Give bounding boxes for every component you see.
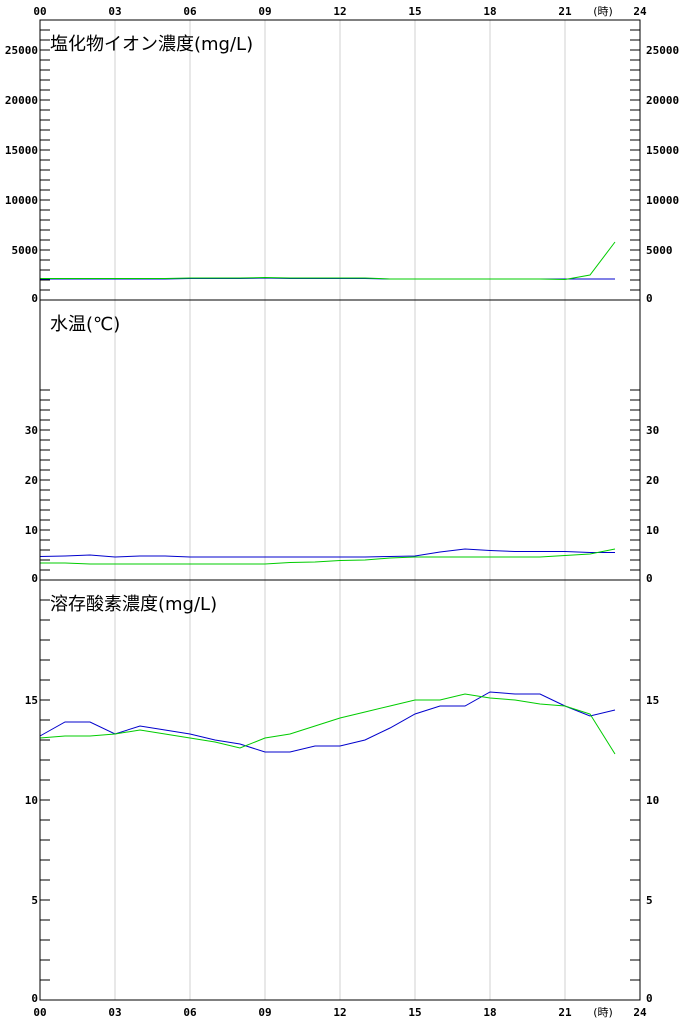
x-tick-bottom-03: 03 <box>108 1006 121 1019</box>
y-tick-right-10000: 10000 <box>646 194 679 207</box>
y-tick-right-20000: 20000 <box>646 94 679 107</box>
y-tick-left-10000: 10000 <box>5 194 38 207</box>
y-tick-left-0: 0 <box>31 992 38 1005</box>
panel-chloride: 0 0 5000 5000 10000 10000 15000 15000 20000 20000… <box>5 19 679 305</box>
y-tick-right-10: 10 <box>646 524 659 537</box>
series-line-blue <box>39 691 616 753</box>
x-tick-top-18: 18 <box>483 5 496 18</box>
y-tick-left-0: 0 <box>31 292 38 305</box>
y-tick-left-15: 15 <box>25 694 38 707</box>
x-tick-bottom-21: 21 <box>558 1006 572 1019</box>
x-tick-bottom-00: 00 <box>33 1006 46 1019</box>
x-tick-bottom-15: 15 <box>408 1006 421 1019</box>
series-line-blue <box>39 548 615 558</box>
y-tick-right-5: 5 <box>646 894 653 907</box>
x-tick-bottom-12: 12 <box>333 1006 346 1019</box>
y-tick-right-20: 20 <box>646 474 659 487</box>
x-tick-bottom-09: 09 <box>258 1006 271 1019</box>
y-tick-right-0: 0 <box>646 992 653 1005</box>
x-unit-bottom: (時) <box>593 1006 613 1019</box>
x-tick-top-12: 12 <box>333 5 346 18</box>
y-tick-right-15: 15 <box>646 694 659 707</box>
series-line-green <box>39 693 616 755</box>
y-tick-left-10: 10 <box>25 524 38 537</box>
y-tick-left-20: 20 <box>25 474 38 487</box>
y-tick-left-5000: 5000 <box>12 244 39 257</box>
y-tick-right-5000: 5000 <box>646 244 673 257</box>
panel-title: 塩化物イオン濃度(mg/L) <box>50 34 253 55</box>
x-unit-top: (時) <box>593 5 613 18</box>
x-tick-top-15: 15 <box>408 5 421 18</box>
x-tick-top-24: 24 <box>633 5 647 18</box>
y-tick-right-15000: 15000 <box>646 144 679 157</box>
x-tick-bottom-06: 06 <box>183 1006 197 1019</box>
y-tick-right-10: 10 <box>646 794 659 807</box>
x-tick-top-09: 09 <box>258 5 271 18</box>
y-tick-left-15000: 15000 <box>5 144 38 157</box>
series-line-green <box>40 241 616 281</box>
y-tick-left-20000: 20000 <box>5 94 38 107</box>
panel-title: 溶存酸素濃度(mg/L) <box>50 594 217 615</box>
panel-water_temp: 0 0 10 10 20 20 30 30 水温(℃) <box>25 299 659 585</box>
panel-title: 水温(℃) <box>50 314 120 335</box>
y-tick-left-0: 0 <box>31 572 38 585</box>
x-tick-top-03: 03 <box>108 5 121 18</box>
x-tick-top-21: 21 <box>558 5 572 18</box>
y-tick-left-5: 5 <box>31 894 38 907</box>
x-tick-top-00: 00 <box>33 5 46 18</box>
y-tick-left-25000: 25000 <box>5 44 38 57</box>
panel-frame <box>39 579 641 1001</box>
y-tick-right-30: 30 <box>646 424 659 437</box>
x-tick-bottom-18: 18 <box>483 1006 496 1019</box>
panel-dissolved_oxygen: 0 0 5 5 10 10 15 15 溶存酸素濃度(mg/L) <box>25 579 659 1005</box>
y-tick-left-30: 30 <box>25 424 38 437</box>
series-line-green <box>40 548 616 565</box>
y-tick-right-25000: 25000 <box>646 44 679 57</box>
y-tick-left-10: 10 <box>25 794 38 807</box>
y-tick-right-0: 0 <box>646 572 653 585</box>
x-tick-bottom-24: 24 <box>633 1006 647 1019</box>
y-tick-right-0: 0 <box>646 292 653 305</box>
x-tick-top-06: 06 <box>183 5 197 18</box>
